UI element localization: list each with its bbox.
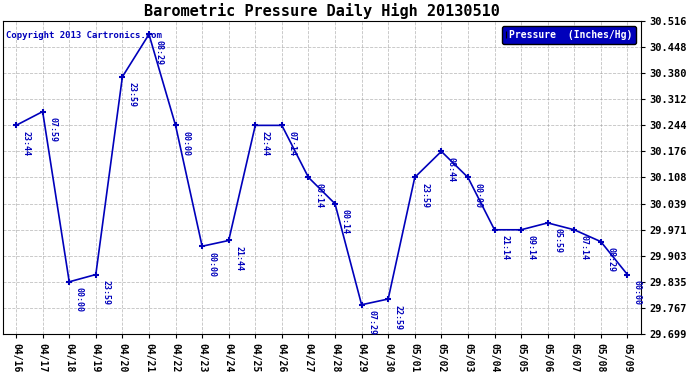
Text: 23:59: 23:59 xyxy=(420,183,429,208)
Text: 22:44: 22:44 xyxy=(261,131,270,156)
Text: 00:00: 00:00 xyxy=(181,131,190,156)
Text: 21:44: 21:44 xyxy=(235,246,244,271)
Text: 08:44: 08:44 xyxy=(447,157,456,182)
Text: 07:14: 07:14 xyxy=(580,236,589,260)
Text: 00:00: 00:00 xyxy=(633,280,642,305)
Text: 22:59: 22:59 xyxy=(394,304,403,330)
Text: 23:59: 23:59 xyxy=(101,280,110,305)
Text: 07:59: 07:59 xyxy=(48,117,57,142)
Text: 21:14: 21:14 xyxy=(500,236,509,260)
Text: 23:44: 23:44 xyxy=(21,131,30,156)
Text: 07:14: 07:14 xyxy=(288,131,297,156)
Text: 23:59: 23:59 xyxy=(128,82,137,107)
Text: 09:14: 09:14 xyxy=(526,236,535,260)
Text: 08:29: 08:29 xyxy=(155,40,164,65)
Text: 08:29: 08:29 xyxy=(607,247,615,272)
Title: Barometric Pressure Daily High 20130510: Barometric Pressure Daily High 20130510 xyxy=(144,3,500,19)
Text: 05:59: 05:59 xyxy=(553,228,562,254)
Text: 07:29: 07:29 xyxy=(367,310,376,335)
Text: 00:00: 00:00 xyxy=(208,252,217,277)
Legend: Pressure  (Inches/Hg): Pressure (Inches/Hg) xyxy=(502,26,635,44)
Text: Copyright 2013 Cartronics.com: Copyright 2013 Cartronics.com xyxy=(6,31,162,40)
Text: 00:00: 00:00 xyxy=(75,287,83,312)
Text: 00:00: 00:00 xyxy=(473,183,482,208)
Text: 00:14: 00:14 xyxy=(341,209,350,234)
Text: 00:14: 00:14 xyxy=(314,183,323,208)
